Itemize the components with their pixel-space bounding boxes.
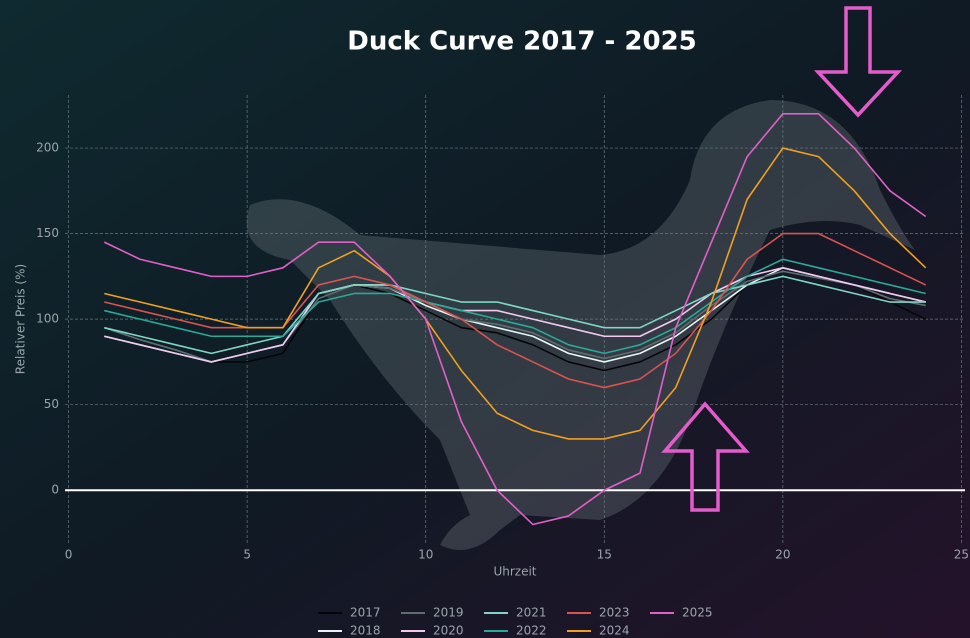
- y-tick-label: 0: [51, 483, 59, 497]
- x-axis-label: Uhrzeit: [493, 565, 536, 579]
- chart-title: Duck Curve 2017 - 2025: [347, 27, 697, 57]
- y-tick-label: 200: [36, 141, 59, 155]
- x-tick-label: 10: [418, 548, 433, 562]
- legend-label: 2025: [682, 606, 713, 620]
- legend-label: 2021: [516, 606, 547, 620]
- y-tick-label: 50: [44, 397, 59, 411]
- x-tick-label: 20: [775, 548, 790, 562]
- x-tick-label: 5: [243, 548, 251, 562]
- legend-label: 2024: [599, 624, 630, 638]
- y-tick-label: 150: [36, 226, 59, 240]
- y-tick-label: 100: [36, 312, 59, 326]
- chart: Duck Curve 2017 - 2025 Uhrzeit Relativer…: [0, 0, 970, 638]
- legend-label: 2022: [516, 624, 547, 638]
- x-tick-label: 25: [954, 548, 969, 562]
- legend-label: 2019: [433, 606, 464, 620]
- x-tick-label: 15: [597, 548, 612, 562]
- legend-label: 2023: [599, 606, 630, 620]
- legend-label: 2020: [433, 624, 464, 638]
- legend-label: 2017: [350, 606, 381, 620]
- y-axis-label: Relativer Preis (%): [14, 264, 28, 374]
- legend-label: 2018: [350, 624, 381, 638]
- x-tick-label: 0: [65, 548, 73, 562]
